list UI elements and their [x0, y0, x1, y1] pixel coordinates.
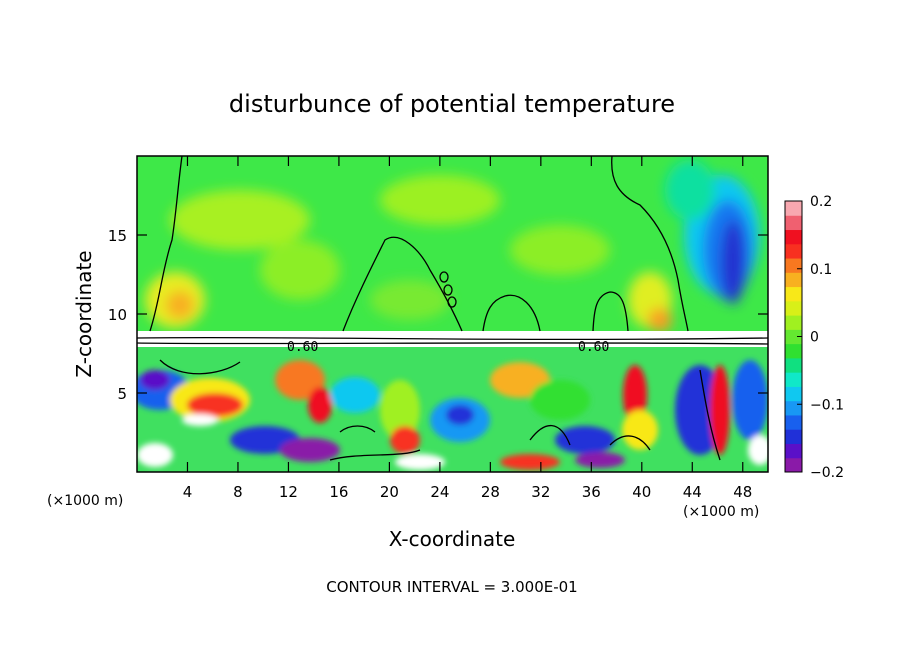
x-tick-label: 32 — [531, 483, 550, 501]
x-tick-label: 4 — [183, 483, 193, 501]
x-tick-label: 16 — [329, 483, 348, 501]
x-tick-label: 28 — [481, 483, 500, 501]
contour-lines — [137, 156, 768, 461]
colorbar-swatch — [785, 258, 802, 273]
colorbar-tick-label: 0 — [810, 330, 819, 346]
x-tick-label: 44 — [683, 483, 702, 501]
colorbar-swatch — [785, 201, 802, 216]
y-tick-label: 15 — [108, 227, 127, 245]
colorbar-swatch — [785, 272, 802, 288]
colorbar-swatch — [785, 229, 802, 245]
colorbar-swatch — [785, 243, 802, 259]
x-tick-label: 40 — [632, 483, 651, 501]
chart-title: disturbunce of potential temperature — [229, 90, 675, 118]
y-tick-label: 5 — [117, 385, 127, 403]
colorbar-swatch — [785, 329, 802, 345]
colorbar-swatch — [785, 315, 802, 330]
y-axis: 5 10 15 — [108, 227, 768, 403]
colorbar-tick-label: −0.2 — [810, 465, 844, 481]
colorbar-swatch — [785, 429, 802, 444]
colorbar-swatch — [785, 357, 802, 373]
colorbar-swatch — [785, 215, 802, 231]
x-tick-label: 24 — [430, 483, 449, 501]
contour-interval-note: CONTOUR INTERVAL = 3.000E-01 — [326, 578, 577, 596]
colorbar-swatch — [785, 300, 802, 316]
colorbar-swatch — [785, 443, 802, 459]
colorbar-swatch — [785, 372, 802, 387]
colorbar-swatch — [785, 286, 802, 302]
x-tick-label: 12 — [279, 483, 298, 501]
y-axis-label: Z-coordinate — [72, 250, 96, 377]
x-unit-label-left: (×1000 m) — [47, 493, 123, 509]
colorbar-tick-label: 0.1 — [810, 262, 832, 278]
x-tick-label: 48 — [733, 483, 752, 501]
plot-area: 0.60 0.60 — [137, 156, 768, 472]
x-axis-label: X-coordinate — [389, 527, 516, 551]
x-tick-label: 36 — [582, 483, 601, 501]
x-tick-label: 20 — [380, 483, 399, 501]
contour-label: 0.60 — [578, 340, 609, 355]
colorbar: 0.2 0.1 0 −0.1 −0.2 — [784, 194, 844, 481]
x-axis: 4 8 12 16 20 24 28 32 36 40 44 48 — [183, 156, 752, 501]
colorbar-swatch — [785, 343, 802, 359]
colorbar-tick-label: −0.1 — [810, 397, 844, 413]
colorbar-swatch — [785, 400, 802, 416]
colorbar-swatch — [785, 386, 802, 402]
x-unit-label-right: (×1000 m) — [683, 504, 759, 520]
colorbar-swatch — [785, 414, 802, 430]
colorbar-tick-label: 0.2 — [810, 194, 832, 210]
contour-label: 0.60 — [287, 340, 318, 355]
y-tick-label: 10 — [108, 306, 127, 324]
upper-field-features — [145, 160, 760, 332]
x-tick-label: 8 — [233, 483, 243, 501]
colorbar-swatch — [785, 457, 802, 473]
